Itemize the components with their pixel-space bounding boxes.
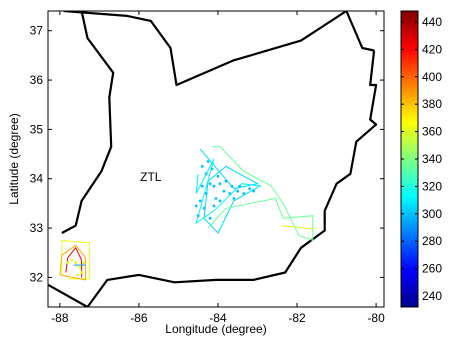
cyan-points-14 bbox=[236, 189, 240, 193]
colorbar-tick-label: 300 bbox=[422, 207, 442, 221]
cyan-points-11 bbox=[222, 189, 226, 193]
cyan-points-15 bbox=[242, 192, 246, 195]
yellow-points-4 bbox=[80, 271, 83, 274]
yellow-points-2 bbox=[74, 261, 78, 264]
y-tick-label: 36 bbox=[30, 73, 44, 87]
cyan-points-23 bbox=[194, 204, 198, 208]
colorbar-tick-label: 360 bbox=[422, 125, 442, 139]
border-west bbox=[61, 11, 115, 234]
cyan-points-18 bbox=[206, 160, 210, 163]
colorbar-tick-label: 280 bbox=[422, 234, 442, 248]
cyan-points-3 bbox=[212, 184, 216, 188]
yellow-points-3 bbox=[78, 266, 81, 269]
cyan-points-9 bbox=[214, 197, 218, 200]
y-tick-label: 34 bbox=[30, 172, 44, 186]
green-track bbox=[207, 146, 314, 242]
y-axis-label: Latitude (degree) bbox=[7, 113, 21, 204]
cyan-points-17 bbox=[252, 189, 256, 193]
y-tick-label: 35 bbox=[30, 122, 44, 136]
cyan-track-b bbox=[195, 158, 262, 225]
cyan-points-25 bbox=[238, 184, 242, 188]
x-tick-label: -80 bbox=[367, 311, 385, 325]
orange-outline bbox=[59, 244, 87, 281]
cyan-points-2 bbox=[208, 182, 212, 186]
x-axis-label: Longitude (degree) bbox=[165, 322, 266, 336]
yellow-line-east bbox=[281, 225, 315, 230]
x-tick-label: -86 bbox=[130, 311, 148, 325]
cyan-points-7 bbox=[196, 214, 200, 218]
cyan-points-26 bbox=[212, 204, 216, 208]
cyan-points-1 bbox=[204, 172, 208, 176]
cyan-points-24 bbox=[230, 184, 234, 188]
yellow-points-0 bbox=[66, 261, 70, 264]
cyan-points-12 bbox=[228, 192, 232, 195]
colorbar-tick-label: 340 bbox=[422, 152, 442, 166]
yellow-points-1 bbox=[70, 258, 74, 262]
x-tick-label: -84 bbox=[209, 311, 227, 325]
yellow-points-6 bbox=[82, 261, 85, 264]
cyan-points-6 bbox=[202, 206, 206, 210]
region-label-ztl: ZTL bbox=[140, 170, 162, 184]
colorbar-tick-label: 320 bbox=[422, 179, 442, 193]
colorbar-ticks: 240 260 280 300 320 340 360 380 400 420 440 bbox=[401, 15, 442, 303]
colorbar-tick-label: 440 bbox=[422, 15, 442, 29]
colorbar-tick-label: 240 bbox=[422, 289, 442, 303]
plot-frame bbox=[47, 10, 385, 308]
y-tick-label: 33 bbox=[30, 221, 44, 235]
cyan-points-27 bbox=[218, 199, 222, 203]
colorbar-tick-label: 400 bbox=[422, 70, 442, 84]
colorbar-tick-label: 260 bbox=[422, 262, 442, 276]
cyan-points-0 bbox=[200, 165, 204, 168]
x-tick-label: -88 bbox=[51, 311, 69, 325]
border-north bbox=[63, 11, 348, 87]
yellow-points-5 bbox=[76, 273, 79, 277]
border-east bbox=[48, 50, 378, 307]
cyan-points-5 bbox=[198, 199, 202, 203]
cyan-points-19 bbox=[210, 167, 214, 171]
x-tick-label: -82 bbox=[288, 311, 306, 325]
cyan-points-16 bbox=[248, 187, 252, 191]
colorbar-tick-label: 420 bbox=[422, 42, 442, 56]
axes: -88 -86 -84 -82 -80 32 33 34 35 36 37 bbox=[30, 11, 385, 325]
cyan-points-4 bbox=[204, 192, 208, 195]
y-tick-label: 37 bbox=[30, 24, 44, 38]
cyan-points-13 bbox=[232, 197, 236, 200]
cyan-points-21 bbox=[224, 179, 228, 183]
cyan-points-22 bbox=[200, 184, 204, 188]
y-tick-label: 32 bbox=[30, 270, 44, 284]
cyan-points-20 bbox=[216, 174, 220, 178]
colorbar-tick-label: 380 bbox=[422, 97, 442, 111]
plot-area bbox=[48, 11, 378, 307]
cyan-points-10 bbox=[218, 182, 222, 186]
border-east-top bbox=[345, 11, 375, 52]
cyan-points-8 bbox=[208, 216, 212, 220]
